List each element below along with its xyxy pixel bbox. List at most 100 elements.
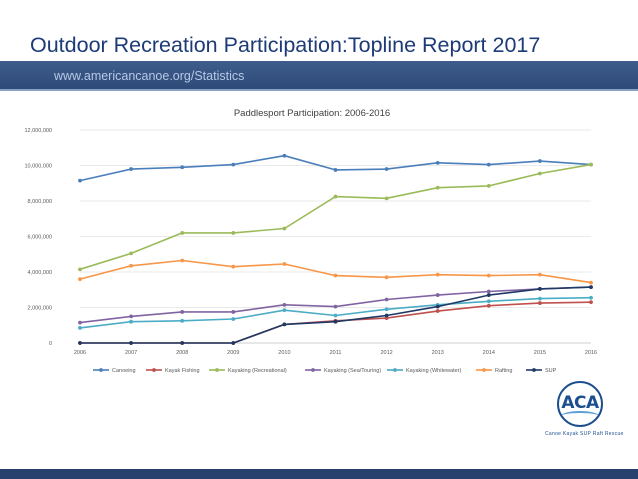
legend-item-kayaking-sea-touring: Kayaking (Sea/Touring) [305, 368, 381, 374]
data-point [129, 263, 134, 268]
y-tick-label: 10,000,000 [24, 164, 52, 170]
x-tick-label: 2012 [380, 350, 392, 356]
series-kayaking-whitewater [78, 295, 593, 330]
legend-item-sup: SUP [526, 368, 557, 374]
data-point [282, 322, 287, 327]
data-point [78, 267, 82, 272]
gridlines [80, 129, 591, 344]
data-point [486, 289, 491, 294]
data-point [486, 162, 491, 167]
data-point [129, 314, 134, 319]
data-point [384, 196, 389, 201]
data-point [180, 341, 185, 345]
data-point [384, 316, 389, 321]
chart-title: Paddlesport Participation: 2006-2016 [234, 108, 390, 119]
statistics-url[interactable]: www.americancanoe.org/Statistics [54, 69, 245, 83]
legend-marker [482, 368, 486, 372]
data-point [486, 273, 491, 278]
x-tick-label: 2006 [74, 350, 86, 356]
x-tick-label: 2013 [432, 350, 444, 356]
data-point [384, 307, 389, 312]
x-tick-label: 2015 [534, 350, 546, 356]
data-point [180, 310, 185, 314]
aca-logo-text: ACA [561, 393, 599, 413]
footer-band [0, 469, 638, 479]
data-point [78, 178, 82, 183]
data-point [333, 313, 338, 318]
data-point [78, 341, 82, 345]
legend-marker [311, 368, 315, 372]
y-tick-label: 12,000,000 [24, 128, 52, 134]
aca-logo: ACA Canoe Kayak SUP Raft Rescue [545, 381, 624, 445]
data-point [231, 264, 236, 269]
series-sup [78, 285, 593, 345]
data-point [538, 286, 542, 291]
data-point [384, 275, 389, 280]
data-point [486, 184, 491, 188]
legend-marker [99, 368, 103, 372]
aca-logo-tagline: Canoe Kayak SUP Raft Rescue [545, 431, 624, 437]
x-tick-label: 2007 [125, 350, 137, 356]
y-tick-label: 2,000,000 [28, 306, 52, 312]
y-tick-label: 0 [49, 341, 52, 347]
data-point [180, 231, 185, 235]
series-canoeing [78, 153, 593, 183]
x-tick-label: 2009 [227, 350, 239, 356]
legend-label: SUP [545, 368, 557, 374]
data-point [129, 319, 134, 324]
data-point [231, 317, 236, 321]
legend-item-kayaking-recreational: Kayaking (Recreational) [209, 368, 287, 374]
legend: Canoeing Kayak Fishing Kayaking (Recreatio… [93, 368, 557, 374]
data-point [282, 302, 287, 307]
data-point [589, 162, 593, 167]
legend-label: Canoeing [112, 368, 136, 374]
data-point [180, 318, 185, 323]
y-tick-label: 8,000,000 [28, 199, 52, 205]
series-kayaking-recreational [78, 162, 593, 272]
data-point [589, 280, 593, 285]
legend-label: Kayaking (Sea/Touring) [324, 368, 381, 374]
legend-label: Kayaking (Recreational) [228, 368, 287, 374]
data-point [282, 308, 287, 313]
x-tick-label: 2016 [585, 350, 597, 356]
data-point [486, 293, 491, 297]
x-tick-label: 2011 [330, 350, 342, 356]
legend-item-kayaking-whitewater: Kayaking (Whitewater) [387, 368, 461, 374]
legend-item-rafting: Rafting [476, 368, 512, 374]
legend-item-canoeing: Canoeing [93, 368, 136, 374]
legend-label: Kayaking (Whitewater) [406, 368, 461, 374]
data-point [589, 300, 593, 305]
data-point [282, 262, 287, 266]
x-tick-label: 2008 [176, 350, 188, 356]
legend-label: Rafting [495, 368, 512, 374]
x-tick-label: 2014 [483, 350, 495, 356]
data-point [538, 272, 542, 277]
data-point [486, 303, 491, 308]
series-lines [78, 153, 593, 345]
data-point [435, 309, 440, 313]
data-point [78, 277, 82, 281]
header-band [0, 61, 638, 91]
data-point [333, 168, 338, 172]
data-point [538, 171, 542, 176]
data-point [282, 226, 287, 231]
y-tick-label: 4,000,000 [28, 270, 52, 276]
data-point [78, 320, 82, 325]
series-line-kayaking-recreational [79, 163, 592, 271]
data-point [384, 167, 389, 171]
series-line-rafting [79, 259, 592, 284]
legend-marker [152, 368, 156, 372]
data-point [129, 341, 134, 345]
data-point [180, 165, 185, 170]
data-point [333, 319, 338, 324]
data-point [435, 272, 440, 277]
data-point [129, 251, 134, 256]
data-point [333, 273, 338, 278]
data-point [282, 153, 287, 158]
data-point [589, 295, 593, 300]
data-point [538, 296, 542, 301]
slide-title: Outdoor Recreation Participation:Topline… [30, 33, 541, 57]
data-point [333, 304, 338, 309]
legend-item-kayak-fishing: Kayak Fishing [146, 368, 200, 374]
data-point [435, 293, 440, 297]
